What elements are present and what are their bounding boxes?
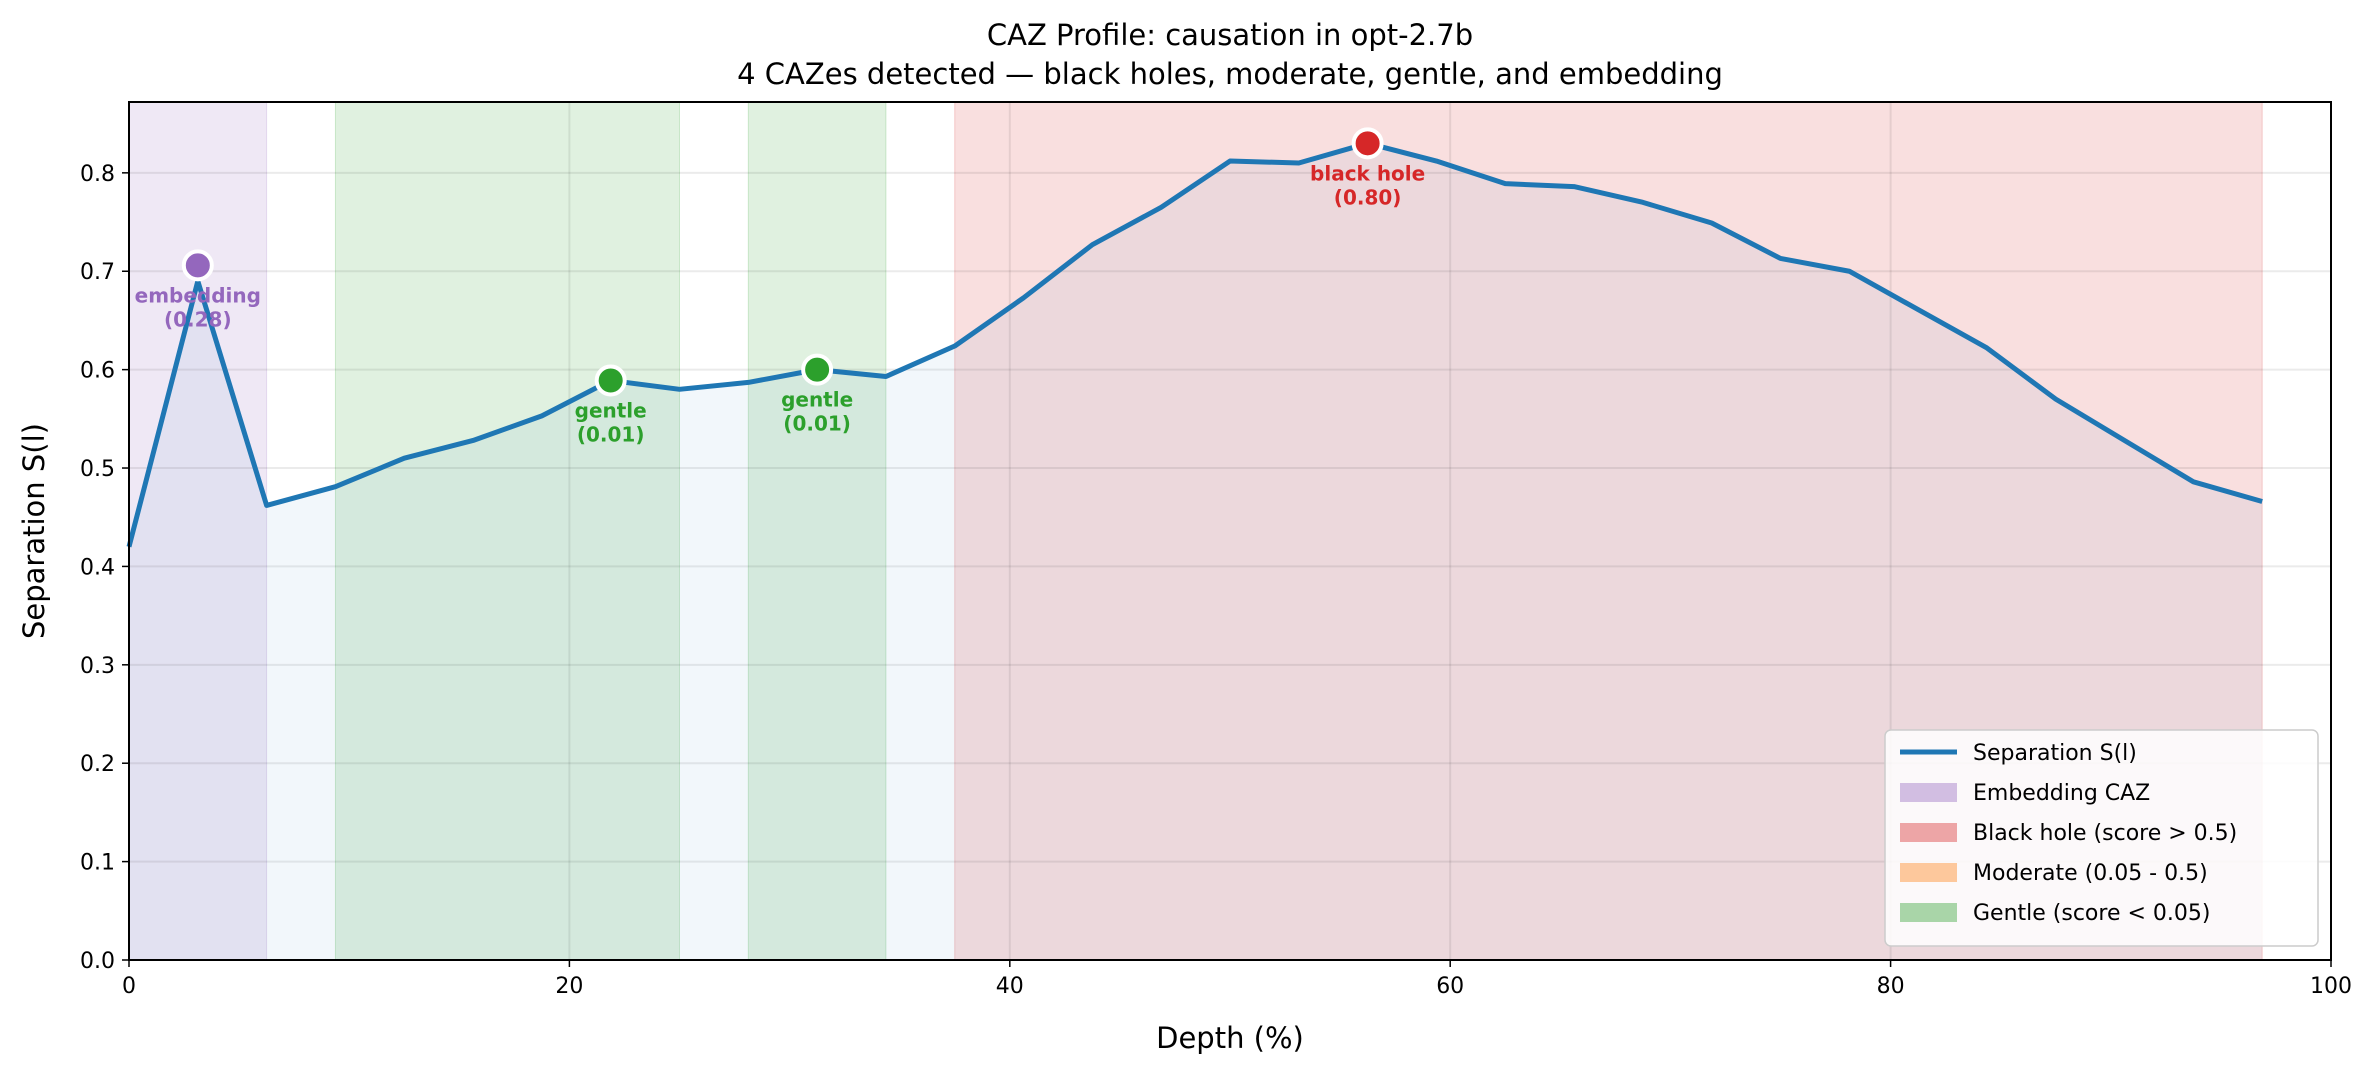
chart-title: CAZ Profile: causation in opt-2.7b [987, 18, 1473, 52]
x-tick-label: 0 [122, 974, 136, 999]
caz-score: (0.01) [577, 422, 645, 446]
caz-label: black hole [1310, 161, 1425, 185]
region-gentle [334, 101, 680, 961]
caz-score: (0.01) [783, 412, 851, 436]
legend-label: Separation S(l) [1973, 741, 2137, 766]
caz-label: gentle [575, 398, 647, 422]
legend-label: Gentle (score < 0.05) [1973, 901, 2210, 926]
chart-subtitle: 4 CAZes detected — black holes, moderate… [737, 57, 1723, 91]
y-tick-label: 0.6 [80, 359, 115, 384]
caz-peak-marker [594, 364, 627, 397]
y-tick-label: 0.4 [80, 555, 115, 580]
y-axis-label: Separation S(l) [17, 423, 51, 639]
caz-peak-marker [801, 353, 834, 386]
caz-label: embedding [135, 283, 261, 307]
x-tick-label: 100 [2310, 974, 2352, 999]
caz-score: (0.80) [1334, 185, 1402, 209]
y-tick-label: 0.8 [80, 162, 115, 187]
legend-patch-swatch [1900, 863, 1957, 882]
caz-peak-marker [181, 249, 214, 282]
caz-score: (0.28) [164, 307, 232, 331]
series-line [126, 140, 2263, 548]
y-tick-label: 0.0 [80, 949, 115, 974]
x-tick-label: 40 [996, 974, 1024, 999]
x-tick-label: 60 [1436, 974, 1464, 999]
legend-patch-swatch [1900, 903, 1957, 922]
x-axis-label: Depth (%) [1156, 1021, 1304, 1055]
x-tick-label: 80 [1877, 974, 1905, 999]
series-area [129, 143, 2263, 960]
legend-label: Black hole (score > 0.5) [1973, 821, 2237, 846]
caz-label: gentle [781, 388, 853, 412]
plot-frame [128, 101, 2332, 961]
y-tick-label: 0.2 [80, 752, 115, 777]
caz-peak-marker [1351, 127, 1384, 160]
y-tick-label: 0.3 [80, 654, 115, 679]
y-tick-label: 0.1 [80, 851, 115, 876]
legend-box [1884, 729, 2319, 947]
region-embedding [128, 101, 268, 961]
legend-patch-swatch [1900, 783, 1957, 802]
x-tick-label: 20 [555, 974, 583, 999]
y-tick-label: 0.5 [80, 457, 115, 482]
legend-label: Embedding CAZ [1973, 781, 2150, 806]
y-tick-label: 0.7 [80, 260, 115, 285]
legend-patch-swatch [1900, 823, 1957, 842]
legend-label: Moderate (0.05 - 0.5) [1973, 861, 2208, 886]
